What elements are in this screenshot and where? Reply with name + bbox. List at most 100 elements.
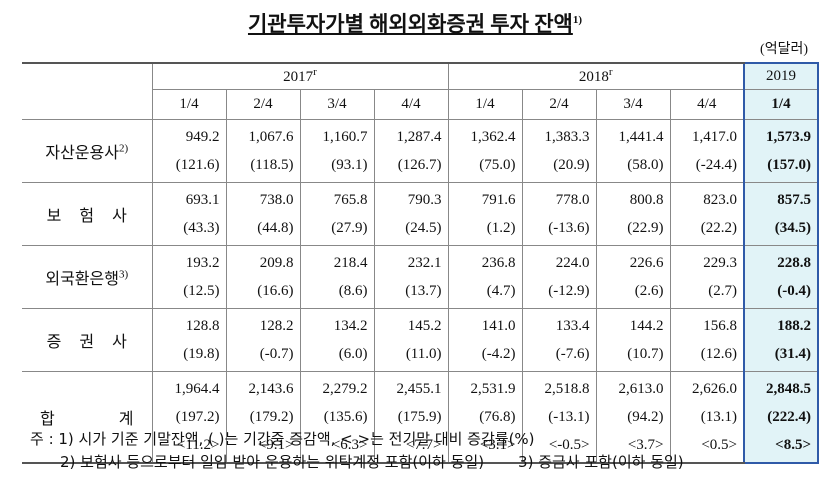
change: (-24.4)	[695, 156, 737, 173]
value: 156.8	[703, 317, 737, 334]
change: (126.7)	[397, 156, 442, 173]
value-cell: 800.8 (22.9)	[595, 181, 671, 246]
data-row: 외국환은행3) 193.2 (12.5) 209.8 (16.6) 218.4 (8.6) 2…	[22, 244, 819, 309]
change: (75.0)	[479, 156, 516, 173]
value-cell: 128.8 (19.8)	[151, 307, 227, 372]
value: 2,279.2	[322, 380, 368, 397]
value-cell: 778.0 (-13.6)	[521, 181, 597, 246]
value: 128.8	[185, 317, 220, 334]
title: 기관투자가별 해외외화증권 투자 잔액1)	[0, 8, 830, 38]
value: 693.1	[185, 191, 220, 208]
value-cell: 765.8 (27.9)	[299, 181, 375, 246]
value-cell: 236.8 (4.7)	[447, 244, 523, 309]
value: 1,964.4	[174, 380, 220, 397]
footnote-line: 2) 보험사 등으로부터 일임 받아 운용하는 위탁계정 포함(이하 동일) 3)…	[30, 451, 684, 474]
row-label-text: 자산운용사	[45, 144, 119, 162]
change: (22.2)	[700, 219, 737, 236]
row-label-text: 합 계	[40, 410, 134, 428]
value-cell: 693.1 (43.3)	[151, 181, 227, 246]
value: 218.4	[333, 254, 368, 271]
change: (-12.9)	[548, 282, 590, 299]
row-label-text: 증 권 사	[46, 333, 127, 351]
value: 949.2	[185, 128, 220, 145]
change: (175.9)	[397, 408, 442, 425]
change: (13.1)	[700, 408, 737, 425]
quarter-cell: 1/4	[151, 88, 227, 120]
value: 1,362.4	[470, 128, 516, 145]
value: 2,613.0	[618, 380, 664, 397]
row-label: 보 험 사	[22, 181, 153, 246]
row-label-note: 3)	[118, 268, 129, 281]
data-row: 자산운용사2) 949.2 (121.6) 1,067.6 (118.5) 1,160.7…	[22, 118, 819, 183]
value: 232.1	[407, 254, 442, 271]
value-cell: 2,848.5 (222.4) <8.5>	[743, 370, 819, 464]
value: 2,143.6	[248, 380, 294, 397]
value-cell: 156.8 (12.6)	[669, 307, 745, 372]
value: 145.2	[407, 317, 442, 334]
change: <0.5>	[701, 436, 737, 453]
change: <7.7>	[405, 436, 442, 453]
table: 2017r 2018r 2019 1/4 2/4 3/4 4/4 1/4 2/4 3/4 4/4 1/…	[22, 62, 819, 464]
change: (-0.7)	[259, 345, 294, 362]
value-cell: 218.4 (8.6)	[299, 244, 375, 309]
quarter-cell: 2/4	[225, 88, 301, 120]
change: (10.7)	[627, 345, 664, 362]
change: (8.6)	[338, 282, 368, 299]
footnote: 3) 증금사 포함(이하 동일)	[518, 453, 684, 471]
value-cell: 134.2 (6.0)	[299, 307, 375, 372]
value-cell: 790.3 (24.5)	[373, 181, 449, 246]
value-cell: 2,455.1 (175.9) <7.7>	[373, 370, 449, 464]
change: (-13.1)	[548, 408, 590, 425]
year-note: r	[313, 66, 317, 79]
header-row: 1/4 2/4 3/4 4/4 1/4 2/4 3/4 4/4 1/4	[22, 88, 819, 120]
year: 2017	[283, 69, 314, 86]
value: 229.3	[703, 254, 737, 271]
change: <6.3>	[331, 436, 368, 453]
change: (-4.2)	[481, 345, 516, 362]
footnote: 2) 보험사 등으로부터 일임 받아 운용하는 위탁계정 포함(이하 동일)	[60, 453, 485, 471]
value: 2,518.8	[544, 380, 590, 397]
value: 2,455.1	[396, 380, 442, 397]
row-label: 합 계	[22, 370, 153, 464]
value-cell: 823.0 (22.2)	[669, 181, 745, 246]
year-cell: 2017r	[151, 62, 449, 90]
change: (121.6)	[175, 156, 220, 173]
quarter-cell: 1/4	[447, 88, 523, 120]
value: 765.8	[333, 191, 368, 208]
value: 1,417.0	[692, 128, 737, 145]
year-note: r	[608, 66, 613, 79]
header-cell	[22, 62, 153, 120]
change: (-7.6)	[555, 345, 590, 362]
value: 800.8	[629, 191, 664, 208]
value-cell: 232.1 (13.7)	[373, 244, 449, 309]
row-label-note: 2)	[118, 142, 129, 155]
change: (22.9)	[627, 219, 664, 236]
change: (-0.4)	[777, 282, 811, 299]
value-cell: 2,279.2 (135.6) <6.3>	[299, 370, 375, 464]
value-cell: 2,518.8 (-13.1) <-0.5>	[521, 370, 597, 464]
year: 2019	[766, 67, 796, 84]
quarter-cell: 2/4	[521, 88, 597, 120]
footnotes: 주 : 1) 시가 기준 기말잔액, ( )는 기간중 증감액, < >는 전기…	[30, 428, 684, 474]
year-cell: 2018r	[447, 62, 745, 90]
change: (16.6)	[257, 282, 294, 299]
value-cell: 1,417.0 (-24.4)	[669, 118, 745, 183]
value: 128.2	[259, 317, 294, 334]
change: (12.6)	[700, 345, 737, 362]
value: 226.6	[629, 254, 664, 271]
change: (27.9)	[331, 219, 368, 236]
value: 1,160.7	[322, 128, 368, 145]
quarter-cell: 3/4	[299, 88, 375, 120]
value-cell: 133.4 (-7.6)	[521, 307, 597, 372]
value-cell: 949.2 (121.6)	[151, 118, 227, 183]
value: 236.8	[481, 254, 516, 271]
change: (31.4)	[774, 345, 811, 362]
change: (24.5)	[405, 219, 442, 236]
quarter-cell: 4/4	[373, 88, 449, 120]
value-cell: 857.5 (34.5)	[743, 181, 819, 246]
value: 141.0	[481, 317, 516, 334]
change: (2.6)	[634, 282, 664, 299]
value-cell: 791.6 (1.2)	[447, 181, 523, 246]
value: 791.6	[481, 191, 516, 208]
